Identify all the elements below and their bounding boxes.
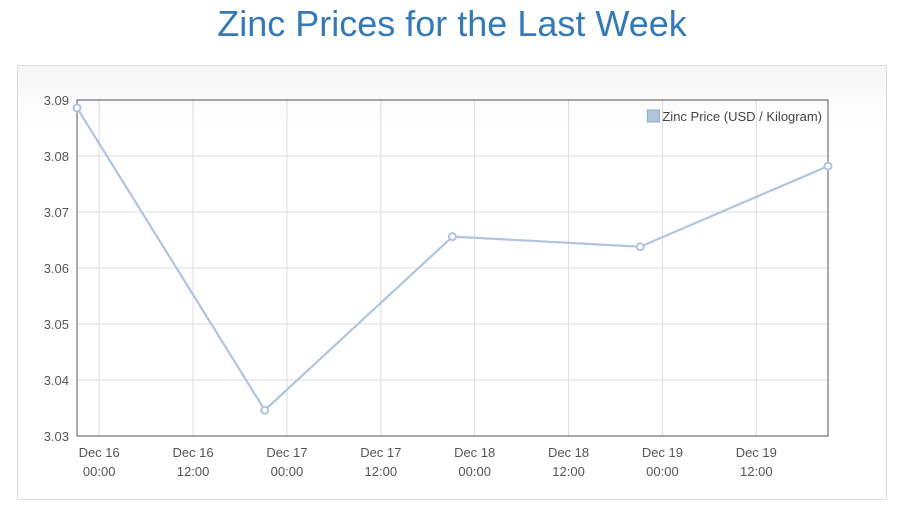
y-tick-label: 3.03 [44, 429, 69, 444]
plot-area-border [76, 99, 829, 437]
y-tick-label: 3.08 [44, 149, 69, 164]
x-tick-time: 00:00 [83, 464, 116, 479]
page-title: Zinc Prices for the Last Week [217, 3, 687, 44]
x-axis-ticks: Dec 16 00:00 Dec 16 12:00 Dec 17 00:00 Dec 17 1… [79, 445, 777, 479]
legend-swatch [646, 109, 660, 123]
x-tick-date: Dec 17 [360, 445, 401, 460]
y-tick-label: 3.05 [44, 317, 69, 332]
x-tick-time: 12:00 [740, 464, 773, 479]
data-point [823, 161, 833, 171]
series-line [76, 107, 829, 412]
series-lines [72, 103, 833, 415]
legend-label: Zinc Price (USD / Kilogram) [662, 109, 822, 124]
data-point [448, 232, 457, 242]
x-tick-date: Dec 16 [172, 445, 213, 460]
x-tick-date: Dec 19 [642, 445, 683, 460]
x-tick-date: Dec 19 [736, 445, 777, 460]
x-tick-time: 12:00 [177, 464, 210, 479]
y-tick-label: 3.04 [44, 373, 69, 388]
data-point [72, 103, 82, 113]
chart-panel [17, 65, 887, 500]
data-point [260, 405, 270, 415]
x-tick-time: 12:00 [552, 464, 585, 479]
y-tick-label: 3.06 [44, 261, 69, 276]
data-point [635, 242, 645, 252]
grid-lines [77, 99, 828, 437]
y-tick-label: 3.07 [44, 205, 69, 220]
x-tick-date: Dec 17 [266, 445, 307, 460]
x-tick-date: Dec 18 [548, 445, 589, 460]
legend: Zinc Price (USD / Kilogram) [646, 109, 822, 124]
x-tick-date: Dec 18 [454, 445, 495, 460]
y-axis-ticks: 3.03 3.04 3.05 3.06 3.07 3.08 3.09 [44, 93, 69, 444]
x-tick-date: Dec 16 [79, 445, 120, 460]
x-tick-time: 00:00 [271, 464, 304, 479]
x-tick-time: 00:00 [458, 464, 491, 479]
x-tick-time: 12:00 [365, 464, 398, 479]
y-tick-label: 3.09 [44, 93, 69, 108]
x-tick-time: 00:00 [646, 464, 679, 479]
